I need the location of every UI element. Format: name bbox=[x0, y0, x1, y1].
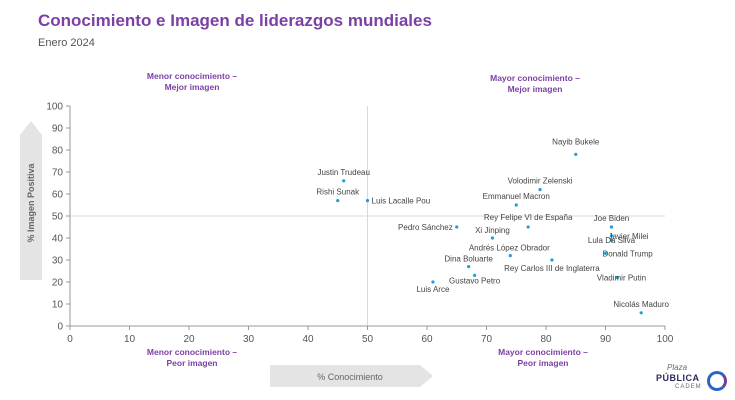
y-tick-label: 90 bbox=[52, 124, 64, 135]
quadrant-bottom-left-line1: Menor conocimiento – bbox=[146, 347, 238, 357]
x-tick-label: 80 bbox=[540, 334, 552, 345]
data-point-label: Vladimir Putin bbox=[597, 274, 646, 283]
data-point-label: Andrés López Obrador bbox=[469, 244, 550, 253]
data-point bbox=[431, 280, 435, 284]
x-tick-label: 100 bbox=[657, 334, 674, 345]
data-point-label: Nicolás Maduro bbox=[613, 300, 669, 309]
y-tick-label: 10 bbox=[52, 300, 64, 311]
y-tick-label: 100 bbox=[46, 102, 63, 113]
y-tick-label: 80 bbox=[52, 146, 64, 157]
data-point-label: Xi Jinping bbox=[475, 226, 510, 235]
quadrant-bottom-right-line2: Peor imagen bbox=[517, 358, 569, 368]
data-point bbox=[342, 179, 346, 183]
quadrant-label-bottom-left: Menor conocimiento – Peor imagen bbox=[92, 347, 292, 369]
chart-subtitle: Enero 2024 bbox=[38, 37, 95, 49]
x-tick-label: 50 bbox=[362, 334, 374, 345]
x-tick-label: 10 bbox=[124, 334, 136, 345]
data-point bbox=[455, 225, 459, 229]
data-point bbox=[639, 311, 643, 315]
y-axis-title: % Imagen Positiva bbox=[26, 162, 36, 242]
quadrant-top-right-line2: Mejor imagen bbox=[507, 84, 563, 94]
x-axis-title: % Conocimiento bbox=[317, 372, 383, 382]
data-point-label: Rishi Sunak bbox=[316, 188, 360, 197]
data-point-label: Joe Biden bbox=[594, 214, 630, 223]
quadrant-label-bottom-right: Mayor conocimiento – Peor imagen bbox=[443, 347, 643, 369]
quadrant-label-top-right: Mayor conocimiento – Mejor imagen bbox=[435, 73, 635, 95]
plaza-publica-logo: Plaza PÚBLICA CADEM bbox=[651, 363, 731, 397]
data-point-label: Javier Milei bbox=[608, 232, 648, 241]
data-point bbox=[508, 254, 512, 258]
data-point-label: Volodimir Zelenski bbox=[508, 177, 573, 186]
data-point bbox=[365, 199, 370, 203]
data-point bbox=[336, 199, 340, 203]
quadrant-top-right-line1: Mayor conocimiento – bbox=[490, 73, 580, 83]
data-point-label: Pedro Sánchez bbox=[398, 223, 453, 232]
logo-line-3: CADEM bbox=[675, 384, 702, 390]
y-axis-arrow bbox=[20, 121, 42, 280]
data-point bbox=[609, 238, 614, 242]
data-point bbox=[603, 251, 608, 255]
data-point bbox=[550, 258, 554, 262]
quadrant-bottom-left-line2: Peor imagen bbox=[166, 358, 218, 368]
y-tick-label: 30 bbox=[52, 256, 64, 267]
x-tick-label: 20 bbox=[183, 334, 195, 345]
data-point bbox=[526, 225, 530, 229]
data-point bbox=[490, 236, 495, 240]
data-point-label: Lula Da Silva bbox=[588, 236, 636, 245]
y-tick-label: 20 bbox=[52, 278, 64, 289]
data-point-label: Luis Arce bbox=[416, 285, 449, 294]
x-axis-arrow bbox=[270, 365, 433, 387]
logo-line-2: PÚBLICA bbox=[656, 373, 700, 383]
data-point-label: Emmanuel Macron bbox=[483, 192, 550, 201]
data-point bbox=[615, 276, 620, 280]
y-tick-label: 0 bbox=[57, 322, 63, 333]
quadrant-top-left-line1: Menor conocimiento – bbox=[146, 71, 238, 81]
chart-title: Conocimiento e Imagen de liderazgos mund… bbox=[38, 11, 432, 30]
logo-line-1: Plaza bbox=[667, 363, 688, 372]
quadrant-label-top-left: Menor conocimiento – Mejor imagen bbox=[92, 71, 292, 93]
data-point bbox=[467, 265, 471, 269]
quadrant-top-left-line2: Mejor imagen bbox=[164, 82, 220, 92]
data-point bbox=[574, 152, 578, 156]
data-point bbox=[514, 203, 518, 207]
data-point-label: Justin Trudeau bbox=[317, 168, 369, 177]
data-point-label: Gustavo Petro bbox=[449, 276, 501, 285]
x-tick-label: 70 bbox=[481, 334, 493, 345]
data-point-label: Rey Carlos III de Inglaterra bbox=[504, 264, 600, 273]
y-tick-label: 40 bbox=[52, 234, 64, 245]
data-point bbox=[609, 234, 614, 238]
x-tick-label: 90 bbox=[600, 334, 612, 345]
logo-ring-icon bbox=[707, 371, 727, 391]
y-tick-label: 70 bbox=[52, 168, 64, 179]
data-point-label: Donald Trump bbox=[603, 249, 654, 258]
quadrant-bottom-right-line1: Mayor conocimiento – bbox=[498, 347, 588, 357]
data-point-label: Rey Felipe VI de España bbox=[484, 213, 573, 222]
x-tick-label: 60 bbox=[421, 334, 433, 345]
y-tick-label: 60 bbox=[52, 190, 64, 201]
data-point bbox=[538, 188, 542, 192]
data-point bbox=[609, 225, 614, 229]
x-tick-label: 40 bbox=[302, 334, 314, 345]
x-tick-label: 0 bbox=[67, 334, 73, 345]
x-tick-label: 30 bbox=[243, 334, 255, 345]
data-point bbox=[473, 273, 477, 277]
y-tick-label: 50 bbox=[52, 212, 64, 223]
data-point-label: Nayib Bukele bbox=[552, 137, 600, 146]
data-point-label: Luis Lacalle Pou bbox=[372, 197, 431, 206]
data-point-label: Dina Boluarte bbox=[444, 255, 493, 264]
